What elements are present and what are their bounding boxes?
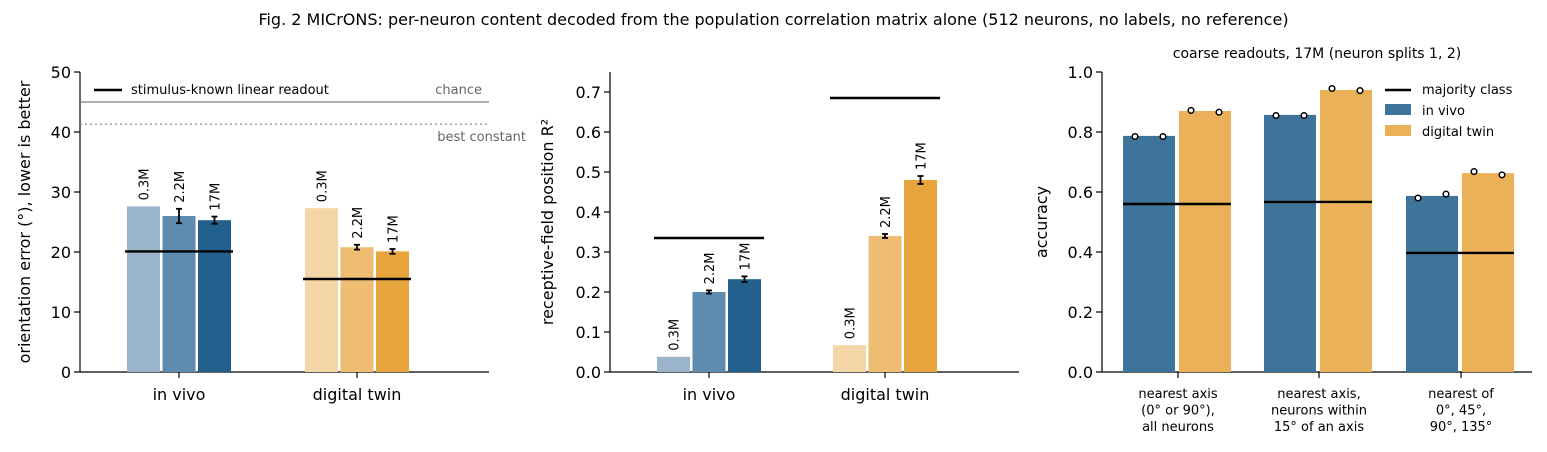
legend-label: stimulus-known linear readout — [131, 83, 329, 98]
bar — [127, 206, 160, 372]
y-tick-label: 0.4 — [576, 203, 601, 222]
bar — [198, 220, 231, 372]
bar — [657, 356, 690, 372]
best-constant-label: best constant — [437, 130, 526, 145]
bar-label: 17M — [739, 243, 754, 271]
bar-label: 2.2M — [703, 253, 718, 285]
panel-receptive-field: 0.0 0.1 0.2 0.3 0.4 0.5 0.6 0.7 receptive-field … — [538, 72, 1019, 404]
bar — [1320, 90, 1372, 372]
bar — [1462, 173, 1514, 372]
y-tick-label: 0.0 — [1068, 363, 1093, 382]
y-tick-label: 0.2 — [1068, 303, 1093, 322]
y-axis-label: accuracy — [1032, 186, 1051, 258]
x-tick-label: 90°, 135° — [1430, 420, 1493, 435]
x-tick-label: nearest axis — [1138, 387, 1218, 402]
x-tick-label: nearest axis, — [1277, 387, 1360, 402]
split-point — [1356, 87, 1364, 95]
split-point — [1498, 171, 1506, 179]
y-axis-label: receptive-field position R² — [538, 119, 557, 325]
y-tick-label: 0 — [61, 363, 71, 382]
split-point — [1300, 111, 1308, 120]
figure-title: Fig. 2 MICrONS: per-neuron content decod… — [258, 10, 1289, 29]
bar — [162, 216, 196, 372]
split-point — [1272, 111, 1280, 120]
x-tick-label: 15° of an axis — [1274, 420, 1364, 435]
bar-label: 2.2M — [173, 171, 188, 203]
bar-label: 17M — [387, 215, 402, 243]
bar-label: 2.2M — [351, 207, 366, 239]
panel-title: coarse readouts, 17M (neuron splits 1, 2… — [1173, 46, 1461, 62]
y-tick-label: 0.6 — [1068, 183, 1093, 202]
bar — [868, 236, 902, 372]
bar — [305, 208, 338, 372]
bar — [833, 345, 866, 372]
x-tick-label: nearest of — [1428, 387, 1494, 402]
split-point — [1470, 168, 1478, 176]
panel-coarse-readouts: 0.0 0.2 0.4 0.6 0.8 1.0 accuracy coarse readout… — [1032, 46, 1532, 435]
x-tick-label: all neurons — [1142, 420, 1214, 435]
x-tick-label: digital twin — [841, 385, 930, 404]
x-tick-label: (0° or 90°), — [1141, 404, 1215, 419]
bar — [1406, 195, 1458, 372]
x-tick-label: neurons within — [1271, 404, 1367, 419]
y-tick-label: 40 — [51, 123, 71, 142]
split-point — [1414, 194, 1422, 202]
y-tick-label: 0.2 — [576, 283, 601, 302]
bar — [728, 279, 761, 372]
legend-swatch — [1385, 104, 1411, 115]
y-tick-label: 10 — [51, 303, 71, 322]
bar-label: 0.3M — [316, 170, 331, 202]
bar — [1179, 111, 1231, 372]
bar — [1264, 114, 1316, 373]
split-point — [1328, 84, 1336, 93]
x-tick-label: digital twin — [313, 385, 402, 404]
bar-label: 0.3M — [844, 307, 859, 339]
y-tick-label: 0.0 — [576, 363, 601, 382]
bar-label: 0.3M — [668, 319, 683, 351]
legend-label: in vivo — [1422, 104, 1465, 119]
y-tick-label: 0.4 — [1068, 243, 1093, 262]
x-tick-label: in vivo — [153, 385, 206, 404]
y-tick-label: 50 — [51, 63, 71, 82]
legend-label: digital twin — [1422, 125, 1494, 140]
split-point — [1215, 108, 1223, 116]
bar — [340, 247, 374, 372]
y-tick-label: 1.0 — [1068, 63, 1093, 82]
split-point — [1131, 132, 1139, 141]
y-tick-label: 0.5 — [576, 163, 601, 182]
y-tick-label: 0.8 — [1068, 123, 1093, 142]
bar — [376, 251, 409, 372]
y-tick-label: 30 — [51, 183, 71, 202]
chance-label: chance — [435, 83, 482, 98]
y-axis-label: orientation error (°), lower is better — [15, 80, 34, 363]
y-tick-label: 20 — [51, 243, 71, 262]
y-tick-label: 0.7 — [576, 83, 601, 102]
bar-label: 0.3M — [138, 169, 153, 201]
legend-label: majority class — [1422, 83, 1513, 98]
x-tick-label: in vivo — [683, 385, 736, 404]
x-tick-label: 0°, 45°, — [1436, 404, 1486, 419]
split-point — [1187, 106, 1195, 114]
split-point — [1442, 190, 1450, 198]
bar — [904, 180, 937, 372]
panel-orientation-error: 0 10 20 30 40 50 orientation error (°), lower … — [15, 63, 526, 404]
y-tick-label: 0.6 — [576, 123, 601, 142]
bar — [692, 292, 726, 372]
bar — [1123, 135, 1175, 372]
split-point — [1159, 132, 1167, 141]
legend-swatch — [1385, 125, 1411, 136]
y-tick-label: 0.3 — [576, 243, 601, 262]
bar-label: 17M — [915, 142, 930, 170]
bar-label: 2.2M — [879, 196, 894, 228]
bar-label: 17M — [209, 183, 224, 211]
y-tick-label: 0.1 — [576, 323, 601, 342]
